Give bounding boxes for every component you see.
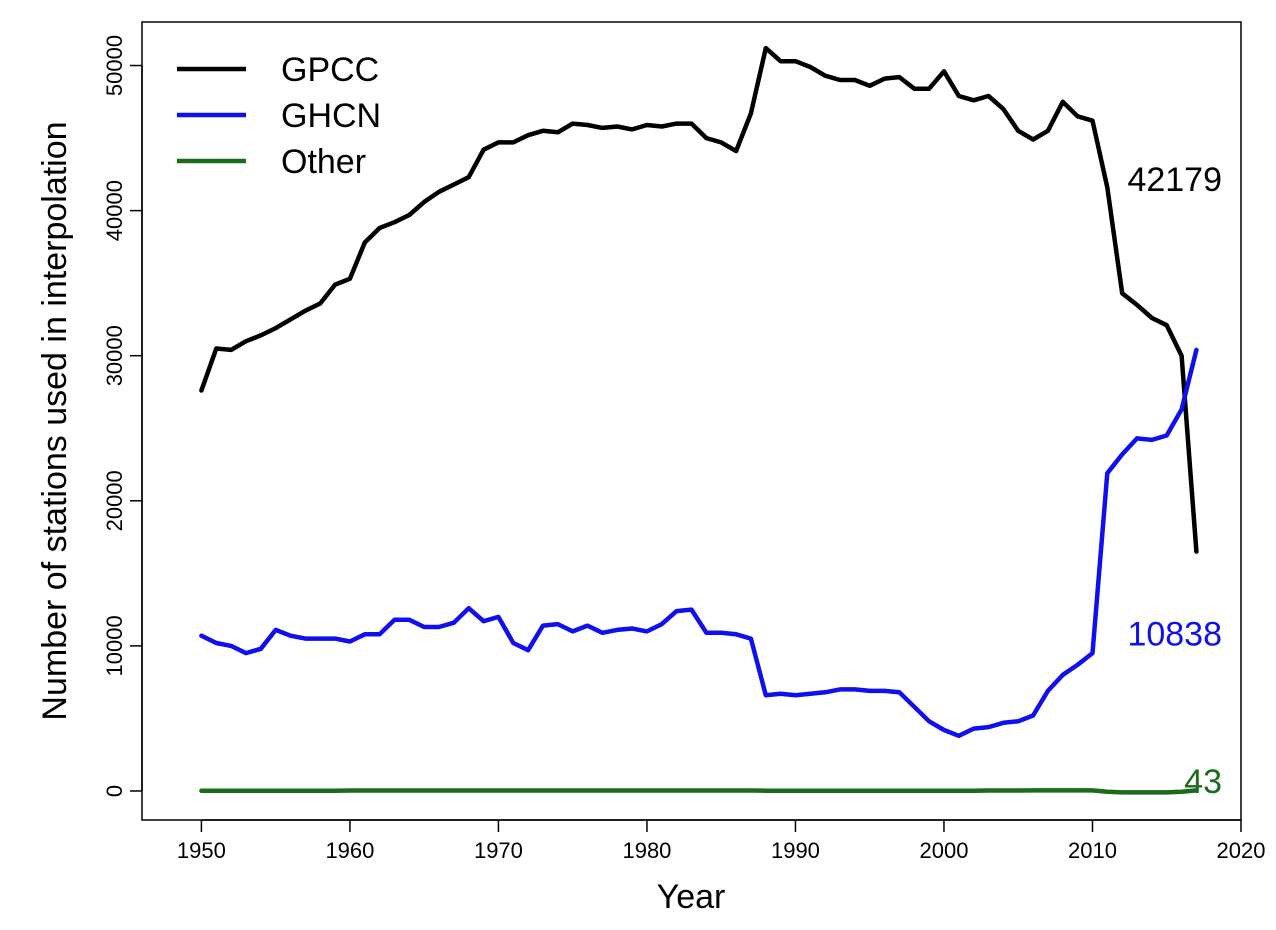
end-label-ghcn: 10838 bbox=[1127, 616, 1222, 654]
end-labels: 42179 10838 43 bbox=[1127, 161, 1222, 801]
x-tick-label: 1960 bbox=[325, 838, 374, 863]
legend-label-gpcc: GPCC bbox=[281, 51, 379, 89]
plot-frame bbox=[141, 21, 1242, 821]
y-tick-label: 20000 bbox=[102, 470, 127, 531]
series-line-gpcc bbox=[199, 45, 1199, 554]
x-tick-label: 1950 bbox=[177, 838, 226, 863]
series-line-ghcn bbox=[199, 347, 1199, 739]
x-tick-label: 1970 bbox=[474, 838, 523, 863]
legend: GPCC GHCN Other bbox=[177, 51, 381, 181]
x-tick-label: 1990 bbox=[771, 838, 820, 863]
y-tick-label: 50000 bbox=[102, 35, 127, 96]
x-tick-label: 2010 bbox=[1068, 838, 1117, 863]
end-label-gpcc: 42179 bbox=[1127, 161, 1222, 199]
x-axis-title: Year bbox=[657, 878, 726, 916]
y-axis-title: Number of stations used in interpolation bbox=[36, 121, 74, 720]
y-tick-label: 0 bbox=[102, 785, 127, 797]
x-tick-label: 2020 bbox=[1217, 838, 1266, 863]
y-tick-label: 40000 bbox=[102, 180, 127, 241]
series-line-other bbox=[199, 788, 1199, 795]
legend-label-ghcn: GHCN bbox=[281, 97, 381, 135]
legend-label-other: Other bbox=[281, 143, 366, 181]
end-label-other: 43 bbox=[1184, 763, 1222, 801]
y-tick-label: 10000 bbox=[102, 615, 127, 676]
series-layer bbox=[199, 45, 1199, 795]
x-axis: 1950 1960 1970 1980 1990 2000 2010 2020 bbox=[177, 819, 1266, 863]
y-axis: 0 10000 20000 30000 40000 50000 bbox=[102, 35, 143, 797]
x-tick-label: 1980 bbox=[622, 838, 671, 863]
x-tick-label: 2000 bbox=[919, 838, 968, 863]
y-tick-label: 30000 bbox=[102, 325, 127, 386]
